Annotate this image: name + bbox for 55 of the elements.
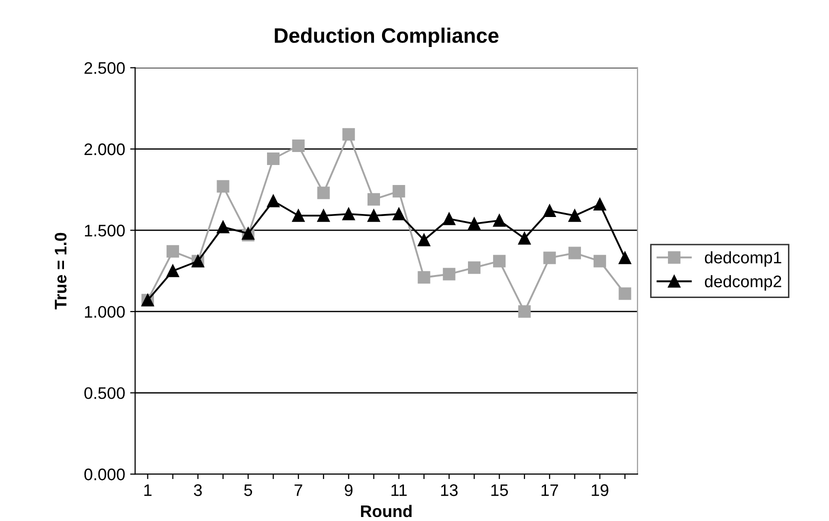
- point: [543, 204, 556, 218]
- point: [216, 220, 230, 234]
- y-tick-label: 2.500: [84, 62, 125, 74]
- legend-label: dedcomp1: [704, 251, 782, 267]
- x-axis-title: Round: [361, 504, 412, 518]
- point: [342, 208, 355, 220]
- point: [317, 209, 330, 222]
- point: [392, 185, 406, 198]
- chart-title: Deduction Compliance: [274, 28, 498, 48]
- point: [618, 252, 632, 264]
- point: [292, 140, 305, 152]
- point: [166, 264, 180, 278]
- point: [368, 209, 380, 222]
- point: [594, 254, 606, 268]
- x-tick-label: 9: [344, 484, 352, 496]
- point: [543, 252, 556, 264]
- x-tick-label: 13: [441, 484, 458, 496]
- x-tick-label: 5: [244, 484, 252, 496]
- point: [166, 245, 180, 258]
- point: [518, 305, 531, 318]
- point: [267, 194, 280, 208]
- point: [594, 198, 606, 211]
- x-tick-label: 3: [194, 484, 202, 496]
- x-tick-label: 7: [294, 484, 302, 496]
- y-tick-label: 1.500: [84, 224, 125, 236]
- point: [442, 268, 456, 280]
- x-tick-label: 17: [542, 484, 558, 496]
- x-tick-label: 11: [391, 484, 407, 496]
- point: [568, 246, 581, 260]
- y-tick-label: 0.000: [84, 468, 125, 480]
- x-tick-label: 19: [592, 484, 608, 496]
- point: [568, 209, 581, 222]
- y-tick-label: 1.000: [84, 306, 125, 318]
- point: [468, 261, 480, 274]
- point: [493, 214, 506, 227]
- x-tick-label: 15: [491, 484, 508, 496]
- point: [292, 209, 305, 222]
- legend-label: dedcomp2: [704, 275, 782, 291]
- point: [342, 128, 355, 141]
- y-tick-label: 0.500: [84, 387, 125, 400]
- y-tick-label: 2.000: [84, 143, 125, 156]
- point: [267, 152, 280, 166]
- point: [368, 193, 380, 206]
- point: [618, 287, 632, 300]
- y-axis-title: True = 1.0: [54, 232, 67, 310]
- x-tick-label: 1: [144, 484, 152, 496]
- point: [493, 254, 506, 268]
- point: [418, 271, 430, 284]
- point: [392, 208, 406, 220]
- point: [468, 218, 480, 230]
- point: [442, 212, 456, 226]
- point: [317, 186, 330, 200]
- point: [518, 232, 531, 245]
- point: [216, 180, 230, 193]
- point: [418, 234, 430, 246]
